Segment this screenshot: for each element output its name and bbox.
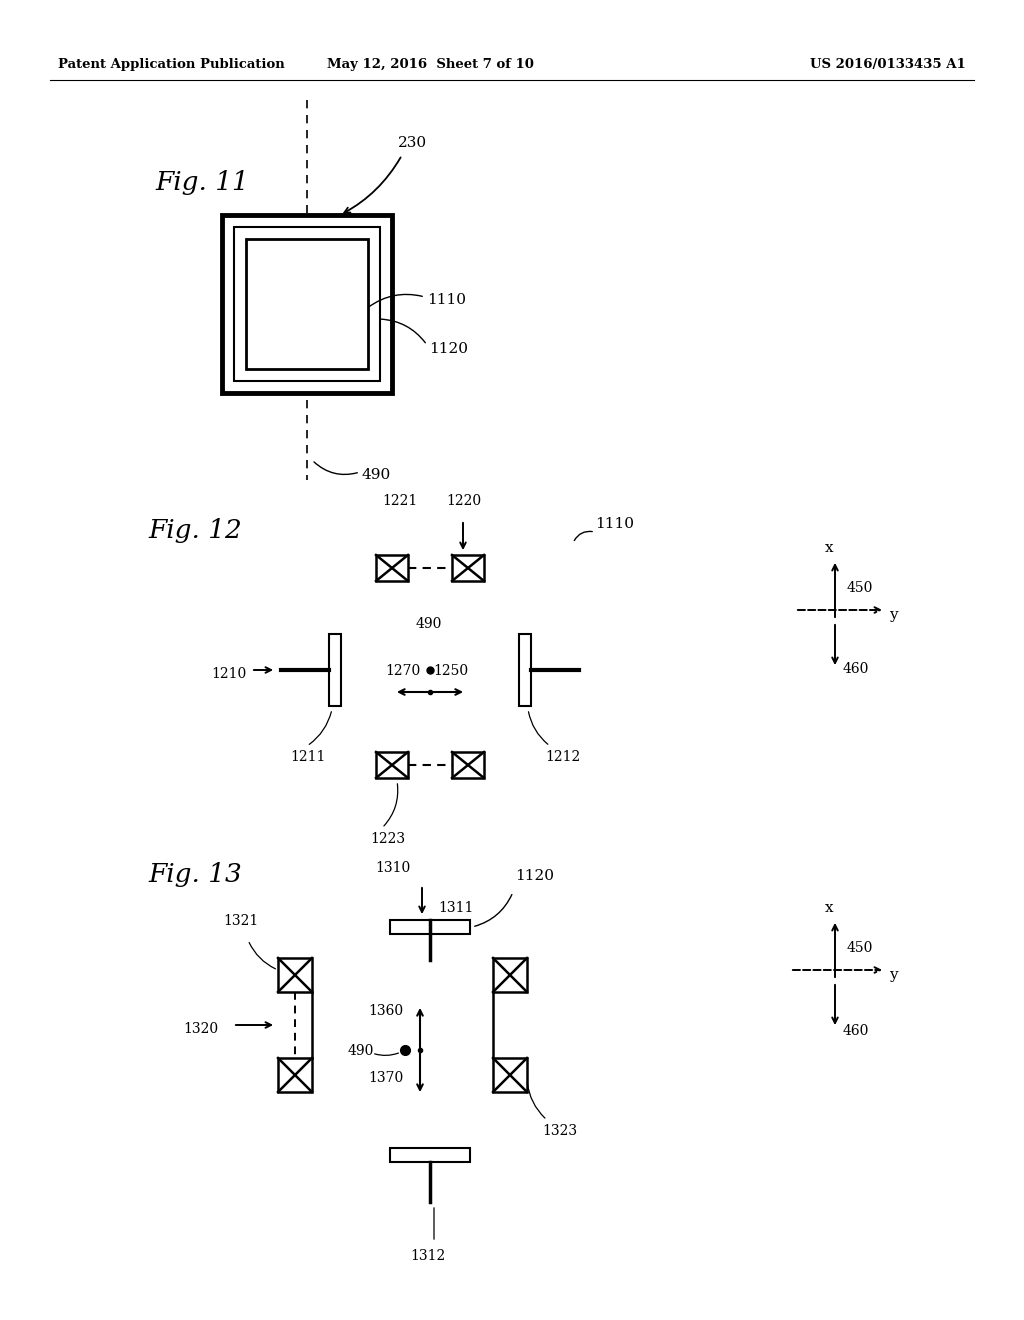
Text: 1250: 1250	[433, 664, 468, 678]
Text: US 2016/0133435 A1: US 2016/0133435 A1	[810, 58, 966, 71]
Text: 1311: 1311	[438, 902, 473, 915]
Text: 490: 490	[416, 616, 442, 631]
Text: 1110: 1110	[427, 293, 466, 308]
Bar	[376, 752, 408, 777]
Bar	[246, 239, 368, 370]
Text: 1360: 1360	[368, 1005, 403, 1018]
Text: Fig. 13: Fig. 13	[148, 862, 242, 887]
Text: May 12, 2016  Sheet 7 of 10: May 12, 2016 Sheet 7 of 10	[327, 58, 534, 71]
Bar	[222, 215, 392, 393]
Text: 490: 490	[362, 469, 391, 482]
Text: 1110: 1110	[595, 517, 634, 531]
Text: 1221: 1221	[382, 494, 417, 508]
Text: 460: 460	[843, 663, 869, 676]
Text: Patent Application Publication: Patent Application Publication	[58, 58, 285, 71]
Text: 1120: 1120	[429, 342, 468, 356]
Bar	[278, 1059, 312, 1092]
Bar	[493, 958, 527, 993]
Text: x: x	[824, 541, 834, 554]
Text: 460: 460	[843, 1024, 869, 1038]
Bar	[390, 1148, 470, 1162]
Text: y: y	[889, 609, 898, 622]
Bar	[376, 554, 408, 581]
Text: 1312: 1312	[410, 1249, 445, 1263]
Bar	[329, 634, 341, 706]
Text: 1310: 1310	[375, 861, 411, 875]
Text: 450: 450	[847, 581, 873, 595]
Bar	[390, 920, 470, 935]
Text: 1321: 1321	[223, 913, 258, 928]
Text: 1323: 1323	[542, 1125, 578, 1138]
Bar	[234, 227, 380, 381]
Bar	[278, 958, 312, 993]
Text: 230: 230	[398, 136, 427, 150]
Text: 1212: 1212	[545, 750, 581, 764]
Bar	[452, 554, 484, 581]
Bar	[493, 1059, 527, 1092]
Text: 490: 490	[348, 1044, 375, 1059]
Bar	[452, 752, 484, 777]
Text: 1220: 1220	[446, 494, 481, 508]
Text: 1120: 1120	[515, 869, 554, 883]
Text: Fig. 12: Fig. 12	[148, 517, 242, 543]
Text: Fig. 11: Fig. 11	[155, 170, 249, 195]
Text: x: x	[824, 902, 834, 915]
Text: 1270: 1270	[385, 664, 420, 678]
Bar	[519, 634, 531, 706]
Text: 1370: 1370	[368, 1071, 403, 1085]
Text: y: y	[889, 968, 898, 982]
Text: 450: 450	[847, 941, 873, 954]
Text: 1320: 1320	[183, 1022, 218, 1036]
Text: 1211: 1211	[290, 750, 326, 764]
Text: 1210: 1210	[211, 667, 246, 681]
Text: 1223: 1223	[370, 832, 406, 846]
